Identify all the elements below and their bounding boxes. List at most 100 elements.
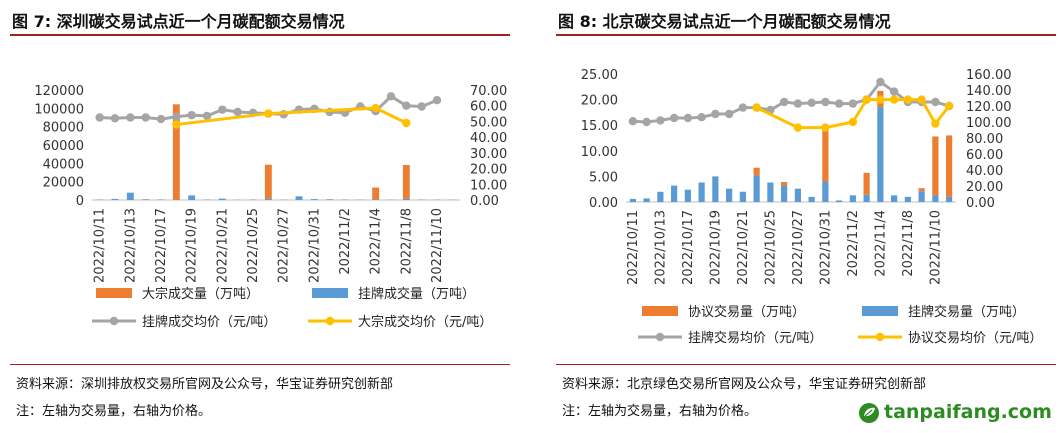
series-point-listed-price	[156, 114, 166, 124]
bar-listed-volume	[657, 191, 664, 202]
source-divider	[10, 364, 510, 365]
figure-8-title: 图 8: 北京碳交易试点近一个月碳配额交易情况	[558, 12, 891, 31]
series-point-listed-price	[233, 107, 242, 117]
figure-8-panel: 图 8: 北京碳交易试点近一个月碳配额交易情况 0.00 5.00 10.00 15.…	[556, 0, 1060, 433]
bar-listed-volume	[372, 199, 380, 200]
x-axis-tick-label: 2022/10/13	[653, 210, 668, 285]
series-point-listed-price	[711, 109, 720, 119]
bar-agreement-volume	[781, 182, 788, 186]
bar-listed-volume	[863, 194, 870, 202]
bar-listed-volume	[111, 198, 119, 200]
bar-listed-volume	[629, 198, 636, 202]
x-axis-tick-label: 2022/10/11	[626, 210, 641, 285]
series-point-other-price	[821, 123, 830, 132]
figure-8-source: 资料来源：北京绿色交易所官网及公众号，华宝证券研究创新部	[562, 377, 927, 392]
right-axis-tick-label: 20.00	[470, 163, 507, 178]
x-axis-tick-label: 2022/11/10	[928, 210, 943, 285]
figure-7-title: 图 7: 深圳碳交易试点近一个月碳配额交易情况	[12, 12, 345, 31]
left-axis-tick-label: 10.00	[581, 145, 618, 160]
bar-agreement-volume	[863, 172, 870, 195]
watermark-logo[interactable]: tanpaifang.com	[858, 399, 1054, 427]
right-axis-tick-label: 30.00	[470, 147, 507, 162]
bar-listed-volume	[712, 176, 719, 202]
series-point-listed-price	[669, 113, 679, 123]
bar-listed-volume	[918, 191, 925, 202]
series-point-listed-price	[126, 113, 135, 122]
bar-listed-volume	[753, 175, 760, 202]
bar-listed-volume	[643, 198, 650, 202]
left-axis-tick-label: 20.00	[581, 94, 618, 109]
source-divider	[556, 364, 1056, 365]
left-axis-tick-label: 20000	[43, 176, 84, 191]
legend-label: 大宗成交量（万吨）	[142, 286, 259, 302]
legend-swatch	[642, 306, 678, 316]
bar-bulk-volume	[172, 104, 180, 200]
right-axis-tick-label: 40.00	[966, 164, 1003, 179]
right-axis-tick-label: 120.00	[966, 100, 1012, 115]
bar-listed-volume	[767, 182, 774, 202]
right-axis-tick-label: 60.00	[966, 148, 1003, 163]
right-axis-tick-label: 60.00	[470, 100, 507, 115]
bar-agreement-volume	[822, 126, 829, 182]
left-axis-tick-label: 25.00	[581, 68, 618, 83]
series-point-other-price	[876, 95, 885, 104]
series-point-other-price	[402, 118, 411, 128]
right-axis-tick-label: 160.00	[966, 68, 1012, 83]
x-axis-tick-label: 2022/10/21	[736, 210, 751, 285]
series-point-listed-price	[697, 113, 706, 122]
left-axis-tick-label: 0.00	[589, 196, 618, 211]
left-axis-tick-label: 60000	[43, 139, 84, 154]
right-axis-tick-label: 0.00	[966, 196, 995, 211]
legend-swatch-marker	[875, 332, 885, 342]
x-axis-tick-label: 2022/10/27	[277, 208, 292, 283]
series-point-listed-price	[187, 110, 196, 120]
series-point-other-price	[752, 103, 761, 112]
left-axis-tick-label: 0	[76, 194, 84, 209]
series-point-listed-price	[628, 117, 638, 126]
series-line-listed-price	[632, 79, 950, 124]
series-point-listed-price	[202, 111, 212, 121]
series-point-listed-price	[432, 96, 442, 105]
x-axis-tick-label: 2022/10/25	[246, 208, 261, 283]
x-axis-tick-label: 2022/10/17	[681, 210, 696, 285]
series-point-listed-price	[724, 109, 734, 119]
bar-bulk-volume	[372, 187, 380, 200]
right-axis-tick-label: 20.00	[966, 180, 1003, 195]
series-point-other-price	[917, 95, 926, 104]
x-axis-tick-label: 2022/11/10	[430, 208, 445, 283]
x-axis-tick-label: 2022/10/19	[708, 210, 723, 285]
series-point-listed-price	[876, 77, 885, 87]
series-point-listed-price	[95, 113, 104, 122]
left-axis-tick-label: 15.00	[581, 119, 618, 134]
watermark-text: tanpaifang.com	[884, 401, 1052, 423]
x-axis-tick-label: 2022/11/2	[846, 210, 861, 277]
bar-listed-volume	[891, 195, 898, 202]
left-axis-tick-label: 5.00	[589, 170, 618, 185]
legend-label: 协议交易均价（元/吨）	[908, 330, 1042, 346]
bar-listed-volume	[218, 198, 226, 200]
bar-listed-volume	[836, 200, 843, 202]
x-axis-tick-label: 2022/10/31	[818, 210, 833, 285]
legend-swatch-marker	[109, 316, 119, 326]
series-point-listed-price	[807, 98, 816, 107]
bar-agreement-volume	[753, 167, 760, 176]
legend-swatch-marker	[655, 332, 665, 342]
series-point-listed-price	[218, 105, 227, 114]
x-axis-tick-label: 2022/10/17	[154, 208, 169, 283]
bar-listed-volume	[726, 188, 733, 202]
bar-listed-volume	[402, 198, 410, 200]
figure-7-note: 注：左轴为交易量，右轴为价格。	[16, 404, 212, 419]
series-point-listed-price	[738, 103, 748, 112]
bar-listed-volume	[932, 195, 939, 202]
series-point-listed-price	[172, 112, 181, 121]
beijing-chart: 0.005.0010.0015.0020.0025.000.0020.0040.…	[581, 68, 1043, 346]
bar-listed-volume	[157, 199, 165, 200]
series-point-listed-price	[889, 87, 899, 96]
bar-listed-volume	[188, 195, 196, 200]
figure-8-note: 注：左轴为交易量，右轴为价格。	[562, 404, 758, 419]
left-axis-tick-label: 120000	[34, 84, 84, 99]
x-axis-tick-label: 2022/11/2	[338, 208, 353, 275]
bar-listed-volume	[808, 196, 815, 202]
bar-listed-volume	[849, 195, 856, 202]
x-axis-tick-label: 2022/10/25	[763, 210, 778, 285]
